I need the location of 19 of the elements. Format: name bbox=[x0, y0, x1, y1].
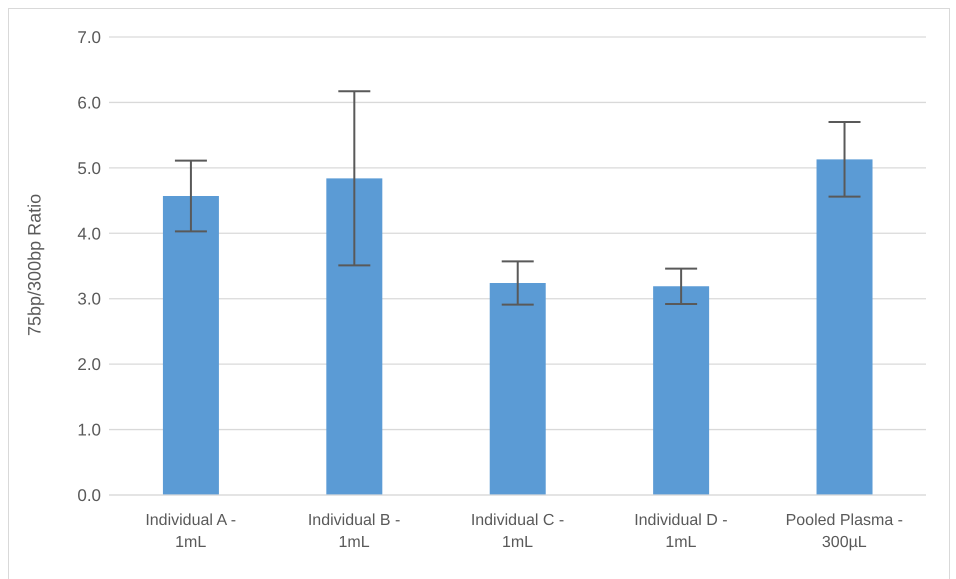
x-tick-label: Individual B - 1mL bbox=[308, 512, 400, 551]
x-tick-label: Pooled Plasma - 300µL bbox=[786, 512, 903, 551]
y-tick-label: 4.0 bbox=[77, 224, 101, 244]
bar bbox=[490, 283, 546, 495]
y-tick-label: 1.0 bbox=[77, 420, 101, 440]
y-tick-label: 0.0 bbox=[77, 486, 101, 506]
y-tick-label: 7.0 bbox=[77, 28, 101, 48]
x-tick-label: Individual D - 1mL bbox=[634, 512, 728, 551]
bar bbox=[653, 286, 710, 495]
y-tick-label: 6.0 bbox=[77, 93, 101, 112]
x-tick-label: Individual C - 1mL bbox=[470, 512, 564, 551]
y-tick-label: 2.0 bbox=[77, 355, 101, 374]
bar bbox=[816, 159, 873, 495]
y-axis-title: 75bp/300bp Ratio bbox=[24, 194, 44, 336]
y-tick-label: 3.0 bbox=[77, 290, 101, 309]
bar bbox=[162, 196, 219, 495]
bar bbox=[326, 178, 382, 495]
y-tick-label: 5.0 bbox=[77, 158, 101, 178]
x-tick-label: Individual A - 1mL bbox=[145, 512, 236, 551]
